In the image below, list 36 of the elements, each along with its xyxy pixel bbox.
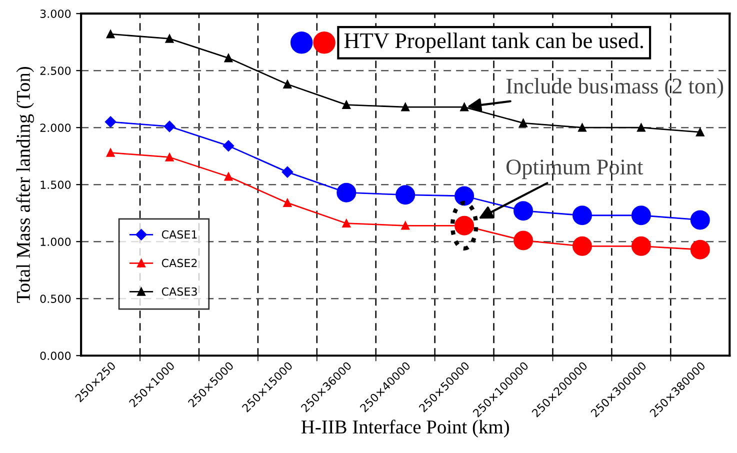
legend-label: CASE3: [162, 287, 197, 296]
y-tick-label: 1.000: [40, 238, 71, 246]
annotation: HTV Propellant tank can be used.: [344, 32, 644, 53]
point: [283, 198, 292, 208]
y-tick-label: 3.000: [40, 10, 71, 18]
point: [637, 123, 646, 132]
point: [222, 140, 234, 152]
point: [224, 54, 233, 62]
point: [460, 102, 468, 112]
point: [164, 120, 176, 132]
annotation: Optimum Point: [506, 160, 644, 180]
point: [401, 102, 410, 112]
point: [401, 221, 410, 230]
point: [696, 128, 704, 136]
y-tick-label: 2.500: [40, 66, 71, 75]
y-tick-label: 2.000: [40, 124, 71, 132]
legend-label: CASE1: [162, 230, 197, 239]
y-tick-label: 0.500: [40, 294, 71, 303]
legend-label: CASE2: [162, 258, 197, 268]
point: [282, 166, 294, 178]
y-tick-label: 0.000: [40, 352, 71, 360]
point: [104, 116, 116, 128]
point: [106, 148, 115, 157]
point: [165, 34, 174, 43]
point: [106, 30, 115, 38]
x-axis-title: H-IIB Interface Point (km): [301, 420, 509, 438]
point: [519, 118, 528, 128]
point: [165, 153, 174, 162]
point: [342, 100, 351, 109]
y-axis-title: Total Mass after landing (Ton): [16, 66, 34, 303]
point: [224, 172, 233, 181]
point: [342, 219, 351, 228]
point: [283, 80, 292, 88]
point: [578, 123, 586, 132]
annotation: Include bus mass (2 ton): [506, 78, 724, 98]
y-tick-label: 1.500: [40, 180, 71, 189]
